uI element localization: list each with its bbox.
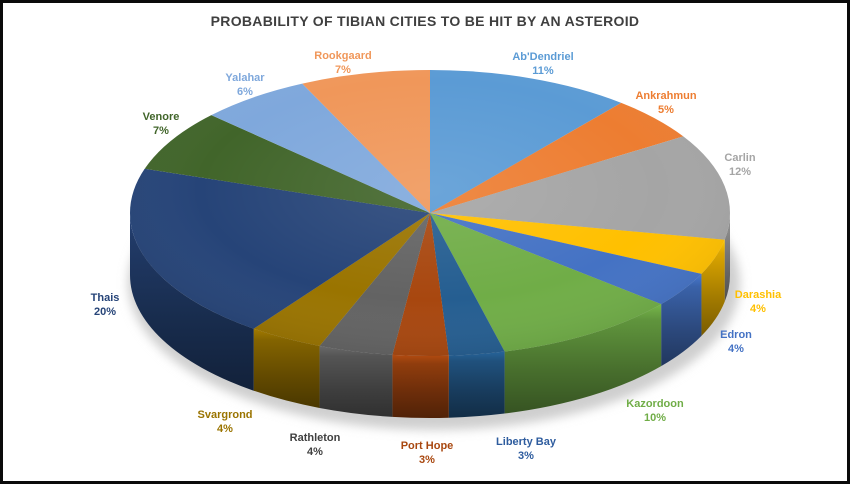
pie-slice-side-liberty-bay <box>448 351 505 418</box>
pie-chart-3d <box>128 70 740 430</box>
pie-top-faces <box>130 70 730 357</box>
pie-slice-side-rathleton <box>319 345 393 417</box>
chart-title: PROBABILITY OF TIBIAN CITIES TO BE HIT B… <box>210 13 640 29</box>
pie-slice-side-port-hope <box>392 354 449 418</box>
